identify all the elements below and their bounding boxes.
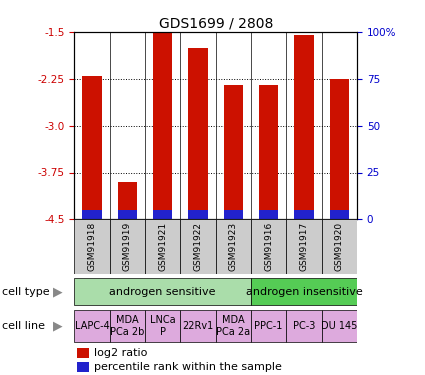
Bar: [251, 310, 286, 342]
Text: GSM91921: GSM91921: [158, 222, 167, 271]
Bar: [118, 210, 137, 219]
Bar: [294, 35, 314, 219]
Text: ▶: ▶: [53, 320, 62, 333]
Bar: [180, 310, 215, 342]
Text: MDA
PCa 2b: MDA PCa 2b: [110, 315, 144, 337]
Bar: [188, 48, 208, 219]
Bar: [294, 210, 314, 219]
Bar: [110, 219, 145, 274]
Title: GDS1699 / 2808: GDS1699 / 2808: [159, 17, 273, 31]
Bar: [259, 210, 278, 219]
Bar: [82, 76, 102, 219]
Text: GSM91917: GSM91917: [300, 222, 309, 271]
Text: LNCa
P: LNCa P: [150, 315, 176, 337]
Bar: [224, 85, 243, 219]
Bar: [330, 210, 349, 219]
Bar: [188, 210, 208, 219]
Bar: [118, 182, 137, 219]
Bar: [322, 310, 357, 342]
Text: percentile rank within the sample: percentile rank within the sample: [94, 362, 282, 372]
Text: cell line: cell line: [2, 321, 45, 331]
Text: PC-3: PC-3: [293, 321, 315, 331]
Bar: [153, 32, 173, 219]
Bar: [153, 210, 173, 219]
Bar: [74, 219, 110, 274]
Bar: [251, 278, 357, 305]
Text: androgen insensitive: androgen insensitive: [246, 286, 363, 297]
Text: ▶: ▶: [53, 285, 62, 298]
Bar: [216, 310, 251, 342]
Bar: [286, 310, 322, 342]
Text: GSM91920: GSM91920: [335, 222, 344, 271]
Text: PPC-1: PPC-1: [255, 321, 283, 331]
Bar: [251, 219, 286, 274]
Bar: [82, 210, 102, 219]
Text: GSM91919: GSM91919: [123, 222, 132, 271]
Text: cell type: cell type: [2, 286, 50, 297]
Text: GSM91916: GSM91916: [264, 222, 273, 271]
Bar: [322, 219, 357, 274]
Text: GSM91923: GSM91923: [229, 222, 238, 271]
Bar: [286, 219, 322, 274]
Bar: [145, 219, 180, 274]
Bar: [77, 348, 88, 358]
Bar: [330, 79, 349, 219]
Bar: [74, 278, 251, 305]
Text: GSM91922: GSM91922: [193, 222, 203, 271]
Text: LAPC-4: LAPC-4: [75, 321, 109, 331]
Bar: [216, 219, 251, 274]
Bar: [180, 219, 215, 274]
Text: MDA
PCa 2a: MDA PCa 2a: [216, 315, 250, 337]
Text: 22Rv1: 22Rv1: [182, 321, 214, 331]
Bar: [259, 85, 278, 219]
Bar: [74, 310, 110, 342]
Bar: [110, 310, 145, 342]
Bar: [224, 210, 243, 219]
Text: DU 145: DU 145: [321, 321, 357, 331]
Text: androgen sensitive: androgen sensitive: [110, 286, 216, 297]
Bar: [145, 310, 180, 342]
Bar: [77, 362, 88, 372]
Text: GSM91918: GSM91918: [88, 222, 96, 271]
Text: log2 ratio: log2 ratio: [94, 348, 147, 358]
